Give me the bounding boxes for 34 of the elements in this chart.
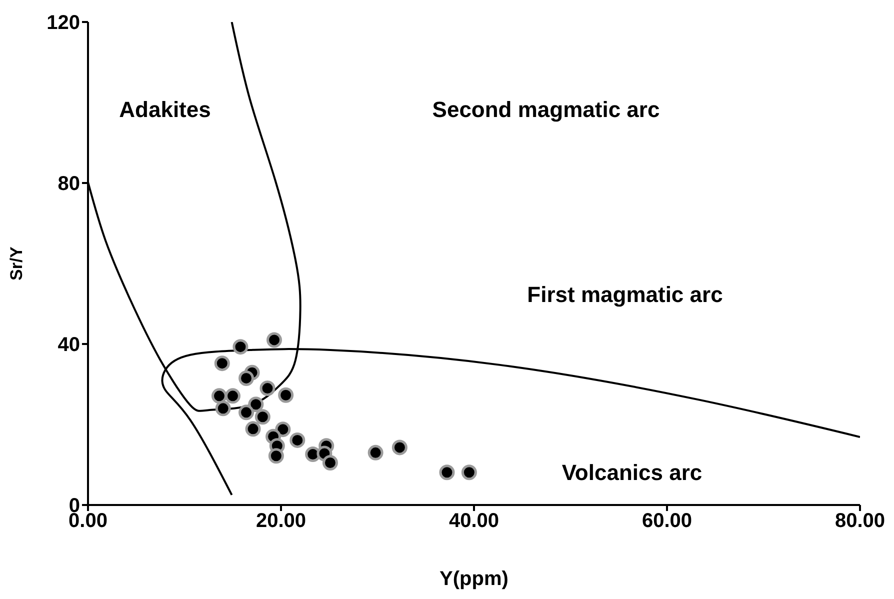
y-tick-label: 120 bbox=[46, 12, 80, 34]
point bbox=[245, 421, 261, 437]
point bbox=[268, 448, 284, 464]
y-axis-title: Sr/Y bbox=[7, 246, 26, 281]
point bbox=[238, 404, 254, 420]
point bbox=[238, 370, 254, 386]
point bbox=[214, 356, 230, 372]
point bbox=[254, 409, 270, 425]
point bbox=[290, 432, 306, 448]
annotation: Volcanics arc bbox=[562, 460, 702, 485]
point bbox=[266, 332, 282, 348]
x-tick-label: 80.00 bbox=[834, 510, 886, 532]
y-tick-label: 40 bbox=[58, 334, 80, 356]
x-axis-title: Y(ppm) bbox=[440, 568, 508, 590]
point bbox=[461, 464, 477, 480]
x-tick-label: 20.00 bbox=[256, 510, 306, 532]
point bbox=[322, 454, 338, 470]
annotation: First magmatic arc bbox=[527, 282, 723, 307]
point bbox=[215, 400, 231, 416]
point bbox=[232, 339, 248, 355]
point bbox=[260, 380, 276, 396]
annotation: Adakites bbox=[119, 97, 211, 122]
point bbox=[211, 388, 227, 404]
x-tick-label: 60.00 bbox=[642, 510, 692, 532]
x-tick-label: 40.00 bbox=[448, 510, 500, 532]
point bbox=[439, 464, 455, 480]
annotation: Second magmatic arc bbox=[432, 97, 660, 122]
point bbox=[275, 422, 291, 438]
point bbox=[278, 387, 294, 403]
point bbox=[248, 396, 264, 412]
point bbox=[225, 388, 240, 404]
point bbox=[392, 440, 408, 456]
y-tick-label: 80 bbox=[58, 173, 80, 196]
point bbox=[368, 444, 384, 460]
